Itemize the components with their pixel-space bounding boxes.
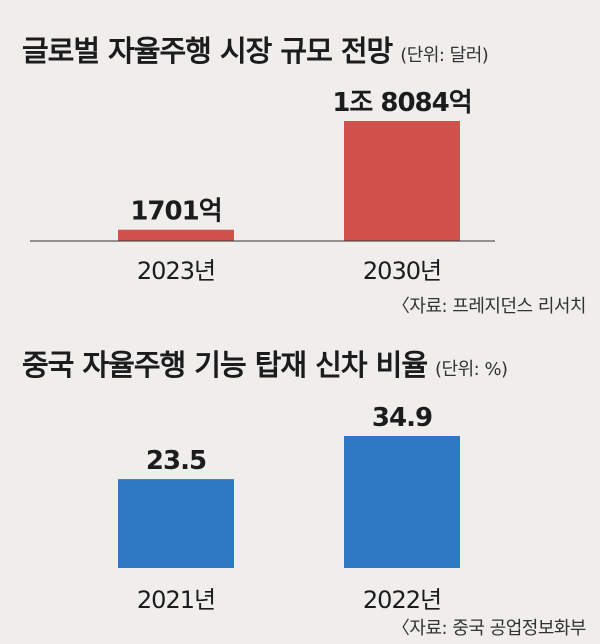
chart1-title-row: 글로벌 자율주행 시장 규모 전망 (단위: 달러) <box>22 28 489 70</box>
chart2-unit: (단위: %) <box>435 359 508 380</box>
chart1-value-label-2: 1조 8084억 <box>332 88 471 118</box>
chart1-unit: (단위: 달러) <box>400 45 489 66</box>
chart1-source: 〈자료: 프레지던스 리서치 <box>391 296 587 317</box>
chart1-plot: 1701억 2023년 1조 8084억 2030년 <box>30 88 495 285</box>
chart1-bar-1 <box>118 229 234 241</box>
chart2-title: 중국 자율주행 기능 탑재 신차 비율 <box>22 348 428 382</box>
chart2-category-label-1: 2021년 <box>137 586 215 614</box>
chart2-bar-2 <box>344 436 460 568</box>
chart1-category-label-2: 2030년 <box>363 257 441 285</box>
chart2-source: 〈자료: 중국 공업정보화부 <box>391 618 587 639</box>
chart2-plot: 23.5 2021년 34.9 2022년 <box>118 403 460 614</box>
chart2-title-row: 중국 자율주행 기능 탑재 신차 비율 (단위: %) <box>22 342 508 384</box>
chart2-bar-1 <box>118 479 234 568</box>
chart2-value-label-1: 23.5 <box>146 446 206 476</box>
chart2-category-label-2: 2022년 <box>363 586 441 614</box>
chart1-category-label-1: 2023년 <box>137 257 215 285</box>
chart1-title: 글로벌 자율주행 시장 규모 전망 <box>22 34 393 68</box>
chart2-value-label-2: 34.9 <box>372 403 432 433</box>
chart1-bar-2 <box>344 121 460 241</box>
chart1-value-label-1: 1701억 <box>130 197 221 227</box>
